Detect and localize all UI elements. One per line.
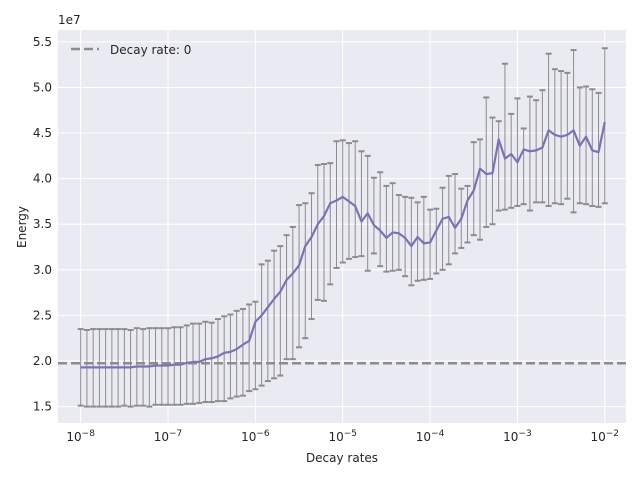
y-tick-labels: 1.5 2.0 2.5 3.0 3.5 4.0 4.5 5.0 5.5 [33,35,52,414]
legend-label: Decay rate: 0 [110,43,191,57]
x-tick-label: 10−5 [328,429,357,444]
x-tick-label: 10−6 [241,429,270,444]
legend: Decay rate: 0 [71,43,191,57]
y-tick-label: 5.0 [33,80,52,94]
error-bars [77,47,608,408]
mean-line [80,121,606,369]
series-layer [80,121,606,369]
y-tick-label: 4.0 [33,172,52,186]
y-tick-label: 3.5 [33,217,52,231]
x-tick-labels: 10−8 10−7 10−6 10−5 10−4 10−3 10−2 [66,429,619,444]
x-tick-label: 10−2 [590,429,619,444]
y-tick-label: 5.5 [33,35,52,49]
x-axis-label: Decay rates [306,451,378,465]
y-tick-label: 1.5 [33,400,52,414]
y-multiplier-label: 1e7 [58,13,81,27]
y-tick-label: 3.0 [33,263,52,277]
x-tick-label: 10−3 [503,429,532,444]
plot-background [58,30,626,423]
y-tick-label: 2.0 [33,354,52,368]
x-tick-label: 10−4 [416,429,445,444]
y-axis-label: Energy [15,206,29,248]
y-tick-label: 2.5 [33,308,52,322]
y-tick-label: 4.5 [33,126,52,140]
x-tick-label: 10−8 [66,429,95,444]
grid-lines [58,30,626,423]
x-tick-label: 10−7 [154,429,183,444]
